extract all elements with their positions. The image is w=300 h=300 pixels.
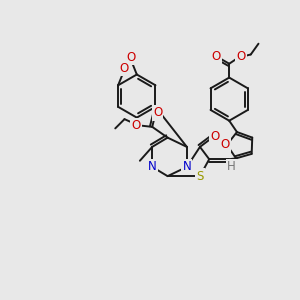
Text: N: N — [182, 160, 191, 173]
Text: O: O — [212, 50, 221, 62]
Text: O: O — [126, 51, 135, 64]
Text: O: O — [236, 50, 245, 62]
Text: N: N — [148, 160, 157, 173]
Text: O: O — [153, 106, 162, 119]
Text: H: H — [227, 160, 236, 173]
Text: S: S — [196, 169, 204, 183]
Text: O: O — [210, 130, 219, 142]
Text: O: O — [120, 62, 129, 75]
Text: O: O — [131, 119, 141, 132]
Text: O: O — [221, 138, 230, 152]
